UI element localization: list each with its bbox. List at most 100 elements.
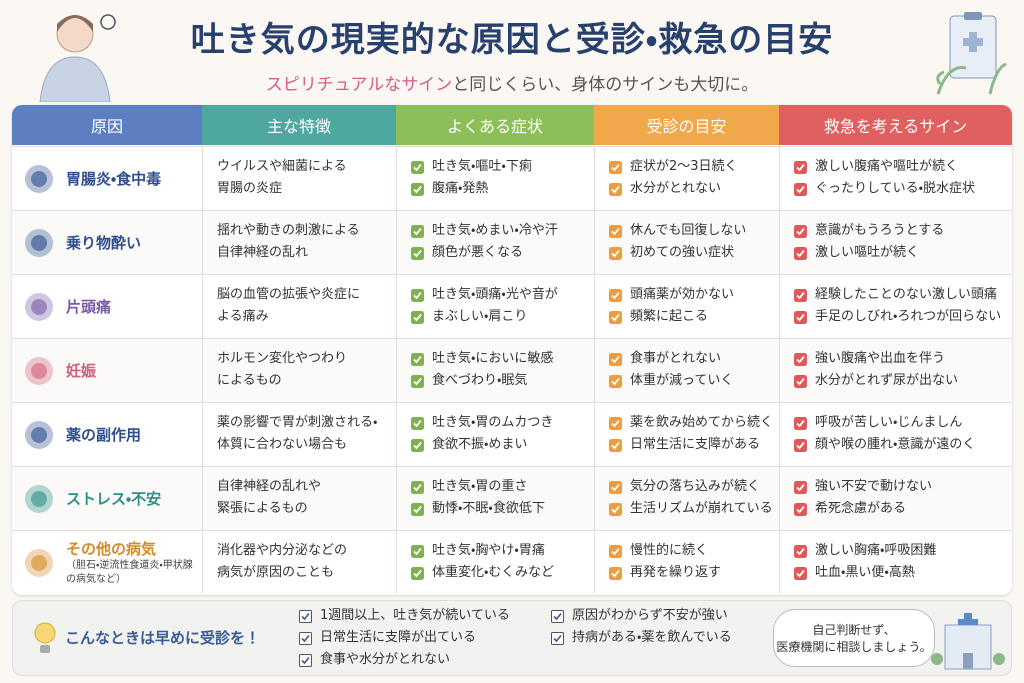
cause: その他の病気: [66, 539, 157, 558]
symptoms-text: 食欲不振・めまい: [432, 437, 528, 452]
symptoms-text: 腹痛・発熱: [432, 181, 489, 196]
emergency-text: 強い腹痛や出血を伴う: [815, 351, 946, 366]
cause-text: ストレス・不安: [66, 489, 161, 509]
checkbox: [794, 160, 807, 174]
visit-item: 食事がとれない: [609, 348, 779, 370]
emergency-text: 意識がもうろうとする: [815, 223, 945, 238]
cause-text: その他の病気 （胆石・逆流性食道炎・甲状腺の病気など）: [66, 539, 196, 587]
feature-line: ホルモン変化やつわり: [217, 351, 348, 366]
cause: 胃腸炎・食中毒: [66, 169, 162, 188]
cause-text: 胃腸炎・食中毒: [66, 169, 161, 189]
visit-item: 初めての強い症状: [609, 242, 779, 264]
visit-cell: 休んでも回復しない 初めての強い症状: [594, 210, 779, 274]
symptoms-text: まぶしい・肩こり: [432, 309, 528, 324]
emergency-text: 激しい腹痛や嘔吐が続く: [815, 159, 959, 174]
checkbox: [609, 544, 622, 558]
column-header: 救急を考えるサイン: [779, 105, 1012, 145]
feature-line: 病気が原因のことも: [217, 565, 335, 580]
emergency-text: 激しい胸痛・呼吸困難: [815, 543, 937, 558]
cause-cell: ストレス・不安: [12, 466, 202, 530]
cause: ストレス・不安: [66, 489, 162, 508]
checkbox: [411, 502, 424, 516]
feature-line: によるもの: [217, 373, 282, 388]
emergency-item: 希死念慮がある: [794, 498, 1012, 520]
visit-item: 頭痛薬が効かない: [609, 284, 779, 306]
checkbox: [794, 224, 807, 238]
hospital-icon: [931, 613, 1005, 670]
visit-item: 生活リズムが崩れている: [609, 498, 779, 520]
checkbox: [609, 310, 622, 324]
footer: こんなときは早めに受診を！ 自己判断せず、 医療機関に相談しましょう。 1週間以…: [12, 600, 1012, 676]
visit-cell: 薬を飲み始めてから続く 日常生活に支障がある: [594, 402, 779, 466]
emergency-text: 呼吸が苦しい・じんましん: [815, 415, 963, 430]
emergency-cell: 激しい胸痛・呼吸困難 吐血・黒い便・高熱: [779, 530, 1012, 594]
visit-item: 再発を繰り返す: [609, 562, 779, 584]
cause-text: 片頭痛: [66, 297, 111, 317]
symptoms-text: 吐き気・胸やけ・胃痛: [432, 543, 545, 558]
checkbox: [609, 182, 622, 196]
visit-item: 日常生活に支障がある: [609, 434, 779, 456]
checkbox: [411, 480, 424, 494]
symptoms-item: 吐き気・頭痛・光や音が: [411, 284, 594, 306]
features-cell: 消化器や内分泌などの 病気が原因のことも: [202, 530, 396, 594]
table: 原因 主な特徴 よくある症状 受診の目安 救急を考えるサイン 胃腸炎・食中毒 ウイルスや細菌…: [12, 105, 1012, 595]
visit-text: 薬を飲み始めてから続く: [630, 415, 774, 430]
symptoms-item: 体重変化・むくみなど: [411, 562, 594, 584]
cause-cell: 妊娠: [12, 338, 202, 402]
checkbox: [794, 480, 807, 494]
subtitle-rest: と同じくらい、身体のサインも大切に。: [452, 75, 759, 95]
visit-text: 体重が減っていく: [630, 373, 734, 388]
visit-text: 初めての強い症状: [630, 245, 735, 260]
checklist-text: 日常生活に支障が出ている: [320, 630, 477, 645]
visit-text: 症状が2〜3日続く: [630, 159, 738, 174]
checkbox: [609, 224, 622, 238]
checkbox: [609, 566, 622, 580]
visit-item: 体重が減っていく: [609, 370, 779, 392]
visit-cell: 食事がとれない 体重が減っていく: [594, 338, 779, 402]
visit-text: 食事がとれない: [630, 351, 722, 366]
emergency-text: 手足のしびれ・ろれつが回らない: [815, 309, 1002, 324]
checklist-item: 食事や水分がとれない: [299, 649, 450, 671]
checkbox: [299, 609, 312, 623]
visit-text: 頭痛薬が効かない: [630, 287, 735, 302]
clipboard-illustration: [936, 12, 1007, 95]
cause-cell: 胃腸炎・食中毒: [12, 146, 202, 210]
emergency-item: 強い腹痛や出血を伴う: [794, 348, 1012, 370]
cause-icon: [25, 420, 53, 449]
symptoms-item: 腹痛・発熱: [411, 178, 594, 200]
visit-item: 症状が2〜3日続く: [609, 156, 779, 178]
checkbox: [794, 182, 807, 196]
checkbox: [794, 438, 807, 452]
symptoms-cell: 吐き気・胸やけ・胃痛体重変化・むくみなど: [396, 530, 594, 594]
visit-cell: 頭痛薬が効かない頻繁に起こる: [594, 274, 779, 338]
checkbox: [794, 352, 807, 366]
emergency-cell: 強い不安で動けない 希死念慮がある: [779, 466, 1012, 530]
emergency-text: 希死念慮がある: [815, 501, 907, 516]
emergency-text: 顔や喉の腫れ・意識が遠のく: [815, 437, 976, 452]
visit-text: 日常生活に支障がある: [630, 437, 761, 452]
symptoms-cell: 吐き気・胃の重さ 動悸・不眠・食欲低下: [396, 466, 594, 530]
emergency-text: 経験したことのない激しい頭痛: [815, 287, 997, 302]
emergency-item: 呼吸が苦しい・じんましん: [794, 412, 1012, 434]
feature-line: 体質に合わない場合も: [217, 437, 348, 452]
cause: 乗り物酔い: [66, 233, 142, 252]
checklist-item: 1週間以上、吐き気が続いている: [299, 605, 510, 627]
checklist-item: 原因がわからず不安が強い: [551, 605, 728, 627]
emergency-item: 経験したことのない激しい頭痛: [794, 284, 1012, 306]
emergency-text: 強い不安で動けない: [815, 479, 933, 494]
checkbox: [411, 438, 424, 452]
woman-illustration: [39, 14, 116, 102]
cause-text: 妊娠: [66, 361, 96, 381]
checklist-text: 原因がわからず不安が強い: [572, 608, 728, 623]
cause: 妊娠: [66, 361, 97, 380]
checkbox: [411, 224, 424, 238]
symptoms-cell: 吐き気・めまい・冷や汗 顔色が悪くなる: [396, 210, 594, 274]
visit-item: 頻繁に起こる: [609, 306, 779, 328]
symptoms-text: 吐き気・胃の重さ: [432, 479, 528, 494]
symptoms-item: 吐き気・めまい・冷や汗: [411, 220, 594, 242]
checkbox: [794, 246, 807, 260]
feature-line: 薬の影響で胃が刺激される・: [217, 415, 378, 430]
emergency-cell: 意識がもうろうとする 激しい嘔吐が続く: [779, 210, 1012, 274]
bubble: 自己判断せず、 医療機関に相談しましょう。: [773, 609, 935, 667]
